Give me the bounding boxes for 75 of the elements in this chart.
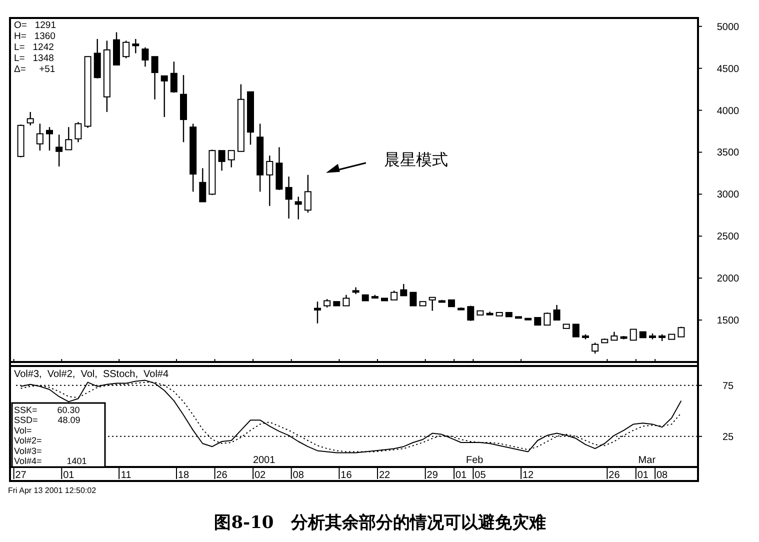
x-tick-label: 22 xyxy=(378,470,390,481)
annotation: L= 1242 xyxy=(14,42,54,53)
annotation: Vol#3= xyxy=(14,446,42,456)
annotation: H= 1360 xyxy=(14,31,56,42)
x-tick-label: 08 xyxy=(292,470,304,481)
annotation: Mar xyxy=(638,455,656,466)
candlestick xyxy=(199,168,206,202)
y-tick-label: 4500 xyxy=(716,64,740,75)
candlestick xyxy=(314,300,321,324)
annotation: 晨星模式 xyxy=(384,150,448,169)
candlestick xyxy=(572,324,580,338)
candlestick xyxy=(390,290,398,301)
candlestick xyxy=(132,38,140,54)
x-tick-label: 18 xyxy=(178,470,190,481)
x-tick-label: 01 xyxy=(456,470,468,481)
candlestick xyxy=(36,123,44,152)
y-tick-label: 4000 xyxy=(716,106,740,117)
annotation: 2001 xyxy=(252,455,276,466)
candlestick xyxy=(592,342,599,354)
annotation: Vol#4= 1401 xyxy=(14,456,87,466)
x-tick-label: 26 xyxy=(216,470,228,481)
candlestick xyxy=(544,312,551,326)
y-tick-label: 2000 xyxy=(716,274,740,285)
x-tick-label: 16 xyxy=(340,470,352,481)
candlestick xyxy=(46,126,53,152)
candlestick xyxy=(170,61,178,94)
candlestick xyxy=(218,150,226,172)
annotation: SSK= 60.30 xyxy=(14,405,80,415)
candlestick xyxy=(304,174,312,214)
y-tick-label: 1500 xyxy=(716,316,740,327)
y-tick-label: 5000 xyxy=(716,22,740,33)
text: Fri Apr 13 2001 12:50:02 xyxy=(8,486,97,495)
candlestick xyxy=(467,305,474,322)
annotation: Vol#3, Vol#2, Vol, SStoch, Vol#4 xyxy=(14,369,169,380)
candlestick xyxy=(122,40,130,59)
caption: 图8-10 分析其余部分的情况可以避免灾难 xyxy=(214,513,546,533)
x-tick-label: 26 xyxy=(608,470,620,481)
annotation: Δ= +51 xyxy=(14,64,56,75)
x-tick-label: 01 xyxy=(63,470,75,481)
candlestick xyxy=(56,134,63,168)
candlestick xyxy=(294,196,302,220)
candlestick xyxy=(26,111,34,126)
y-tick-label: 75 xyxy=(722,380,734,392)
candlestick xyxy=(400,283,408,296)
x-tick-label: 12 xyxy=(522,470,534,481)
candlestick xyxy=(342,294,350,306)
x-tick-label: 11 xyxy=(120,470,132,481)
candlestick xyxy=(630,328,637,341)
candlestick xyxy=(428,296,436,312)
candlestick xyxy=(285,176,292,220)
candlestick xyxy=(228,150,235,168)
annotation: Vol= xyxy=(14,425,32,436)
y-tick-label: 3500 xyxy=(716,148,740,159)
annotation: Feb xyxy=(466,455,484,466)
annotation: O= 1291 xyxy=(14,20,56,31)
candlestick xyxy=(410,292,417,306)
x-tick-label: 05 xyxy=(474,470,486,481)
annotation: SSD= 48.09 xyxy=(14,415,80,426)
x-tick-label: 08 xyxy=(656,470,668,481)
candlestick xyxy=(553,304,560,321)
candlestick xyxy=(142,46,149,68)
candlestick xyxy=(266,155,274,207)
annotation: L= 1348 xyxy=(14,53,54,64)
y-tick-label: 2500 xyxy=(716,232,740,243)
x-tick-label: 29 xyxy=(426,470,438,481)
candlestick xyxy=(160,75,168,118)
x-tick-label: 01 xyxy=(637,470,649,481)
x-tick-label: 02 xyxy=(254,470,266,481)
y-tick-label: 3000 xyxy=(716,190,740,201)
candlestick xyxy=(74,121,82,143)
candlestick xyxy=(151,56,158,100)
candlestick xyxy=(65,126,72,150)
y-tick-label: 25 xyxy=(722,432,734,443)
x-tick-label: 27 xyxy=(15,470,27,481)
annotation: Vol#2= xyxy=(14,436,42,446)
